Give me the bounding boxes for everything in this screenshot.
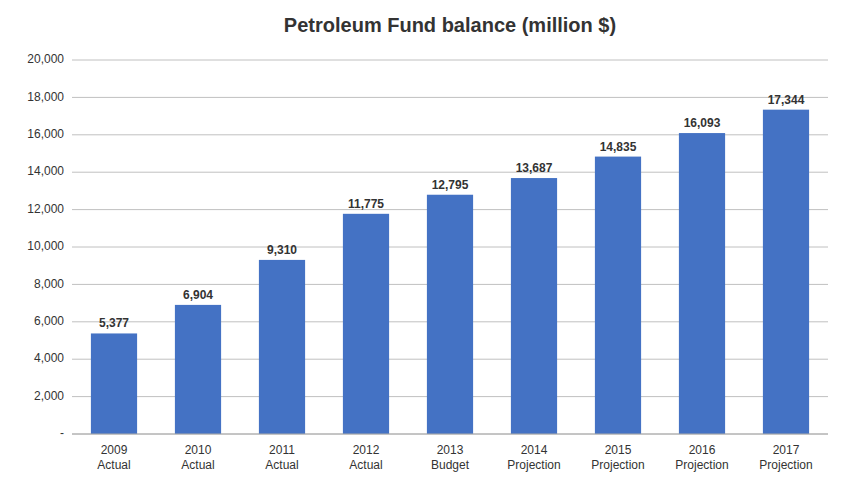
x-tick-label: 2014Projection	[507, 443, 560, 472]
grid	[72, 60, 828, 434]
x-axis: 2009Actual2010Actual2011Actual2012Actual…	[72, 434, 828, 472]
data-label: 6,904	[183, 288, 213, 302]
bar	[175, 305, 221, 434]
x-tick-label-line: Actual	[265, 458, 298, 472]
x-tick-label: 2010Actual	[181, 443, 214, 472]
y-tick-label: 12,000	[27, 202, 64, 216]
chart: Petroleum Fund balance (million $) - 2,000…	[0, 0, 848, 504]
data-label: 12,795	[432, 178, 469, 192]
x-tick-label-line: 2011	[269, 443, 295, 457]
x-tick-label-line: Projection	[759, 458, 812, 472]
data-label: 17,344	[768, 93, 805, 107]
x-tick-label-line: Projection	[591, 458, 644, 472]
y-tick-label: 2,000	[34, 389, 64, 403]
title: Petroleum Fund balance (million $)	[284, 14, 616, 36]
x-tick-label-line: 2012	[353, 443, 380, 457]
x-tick-label: 2015Projection	[591, 443, 644, 472]
x-tick-label-line: 2015	[605, 443, 632, 457]
x-tick-label: 2011Actual	[265, 443, 298, 472]
bar	[511, 178, 557, 434]
bar	[763, 110, 809, 434]
y-axis: - 2,000 4,000 6,000 8,000 10,000 12,000 14,000 1…	[27, 52, 64, 440]
y-tick-label: 10,000	[27, 239, 64, 253]
x-tick-label-line: Budget	[431, 458, 470, 472]
x-tick-label-line: 2014	[521, 443, 548, 457]
data-labels: 5,377 6,904 9,310 11,775 12,795 13,687 14,835 1…	[99, 93, 805, 331]
bars	[91, 110, 809, 434]
y-tick-label: 14,000	[27, 164, 64, 178]
y-tick-label: 20,000	[27, 52, 64, 66]
y-tick-label: 8,000	[34, 277, 64, 291]
x-tick-label-line: 2010	[185, 443, 212, 457]
y-tick-label: -	[60, 426, 64, 440]
bar	[91, 333, 137, 434]
y-tick-label: 6,000	[34, 314, 64, 328]
bar	[343, 214, 389, 434]
data-label: 16,093	[684, 116, 721, 130]
x-tick-label-line: Actual	[181, 458, 214, 472]
x-tick-label-line: 2017	[773, 443, 800, 457]
data-label: 11,775	[348, 197, 384, 211]
x-tick-label-line: Projection	[675, 458, 728, 472]
x-tick-label: 2009Actual	[97, 443, 130, 472]
x-axis-line	[72, 434, 828, 435]
x-tick-label-line: Projection	[507, 458, 560, 472]
y-tick-label: 16,000	[27, 127, 64, 141]
data-label: 9,310	[267, 243, 297, 257]
x-tick-label: 2013Budget	[431, 443, 470, 472]
x-tick-label: 2016Projection	[675, 443, 728, 472]
grid-line	[72, 60, 828, 61]
grid-line	[72, 97, 828, 98]
x-tick-label: 2017Projection	[759, 443, 812, 472]
data-label: 5,377	[99, 316, 129, 330]
x-tick-label: 2012Actual	[349, 443, 382, 472]
x-tick-label-line: 2016	[689, 443, 716, 457]
data-label: 14,835	[600, 140, 637, 154]
x-tick-label-line: Actual	[349, 458, 382, 472]
x-tick-label-line: 2009	[101, 443, 128, 457]
bar	[679, 133, 725, 434]
x-tick-label-line: 2013	[437, 443, 464, 457]
y-tick-label: 18,000	[27, 90, 64, 104]
x-tick-label-line: Actual	[97, 458, 130, 472]
y-tick-label: 4,000	[34, 351, 64, 365]
bar	[427, 195, 473, 434]
bar	[259, 260, 305, 434]
grid-line	[72, 434, 828, 435]
bar	[595, 157, 641, 434]
data-label: 13,687	[516, 161, 553, 175]
